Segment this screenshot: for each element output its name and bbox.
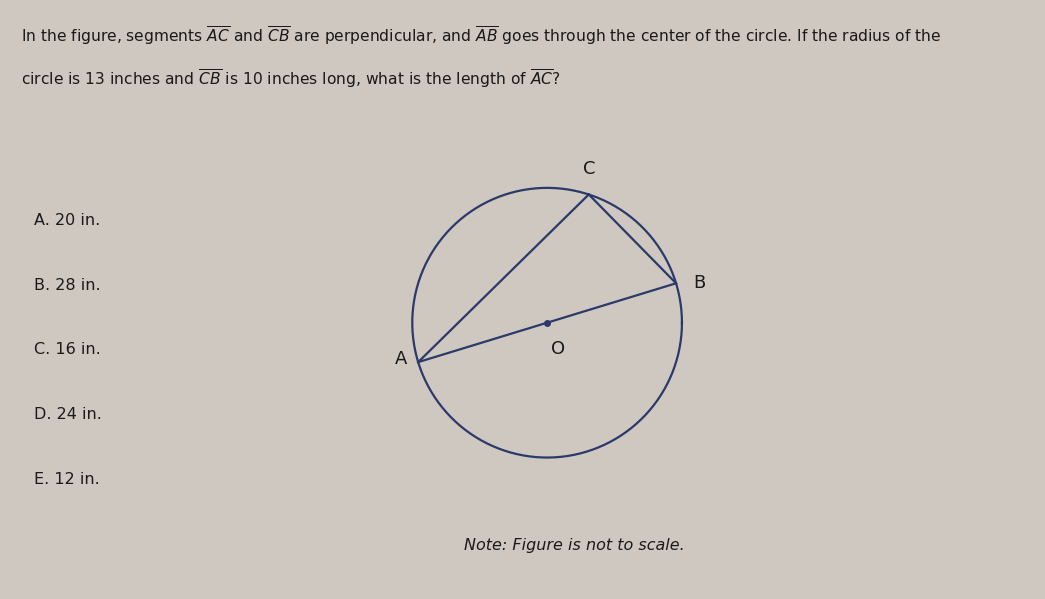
Text: circle is 13 inches and $\overline{CB}$ is 10 inches long, what is the length of: circle is 13 inches and $\overline{CB}$ … [21,68,560,90]
Text: B. 28 in.: B. 28 in. [33,277,100,293]
Text: C: C [582,161,595,179]
Text: B: B [694,274,705,292]
Text: E. 12 in.: E. 12 in. [33,471,99,487]
Text: In the figure, segments $\overline{AC}$ and $\overline{CB}$ are perpendicular, a: In the figure, segments $\overline{AC}$ … [21,24,940,47]
Text: D. 24 in.: D. 24 in. [33,407,101,422]
Text: C. 16 in.: C. 16 in. [33,342,100,358]
Text: O: O [551,340,565,358]
Text: Note: Figure is not to scale.: Note: Figure is not to scale. [464,538,686,553]
Text: A: A [394,350,407,368]
Text: A. 20 in.: A. 20 in. [33,213,100,228]
